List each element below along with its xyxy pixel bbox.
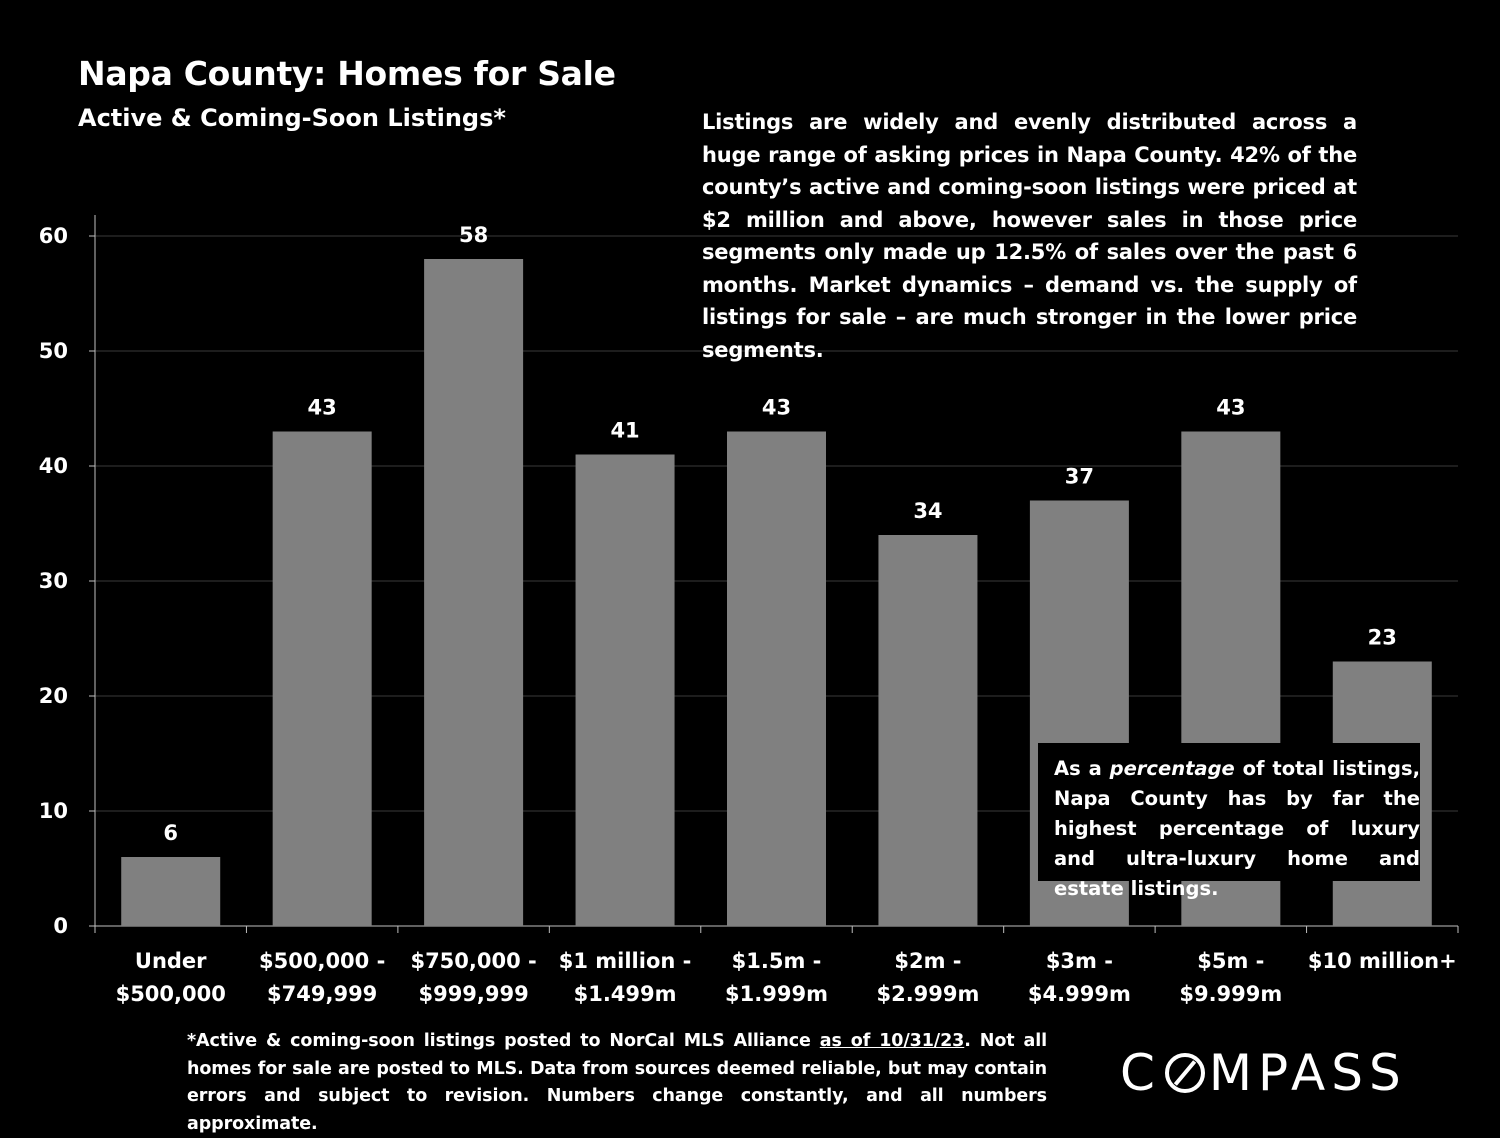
data-label: 6	[163, 821, 178, 845]
bar	[727, 431, 826, 926]
page-subtitle: Active & Coming-Soon Listings*	[78, 104, 506, 132]
y-tick-label: 50	[39, 339, 68, 363]
bar	[121, 857, 221, 926]
bar	[272, 431, 372, 926]
x-tick-label: $2m -	[894, 949, 961, 973]
compass-o-icon	[1164, 1053, 1205, 1093]
bar	[424, 259, 524, 926]
x-tick-label: $2.999m	[876, 982, 979, 1006]
x-tick-label: Under	[135, 949, 207, 973]
data-label: 43	[308, 396, 337, 420]
data-label: 34	[913, 499, 942, 523]
x-tick-label: $1.499m	[574, 982, 677, 1006]
y-tick-label: 0	[53, 914, 68, 938]
footnote-text-pre: *Active & coming-soon listings posted to…	[187, 1031, 820, 1051]
bar	[575, 454, 675, 926]
x-tick-label: $9.999m	[1179, 982, 1282, 1006]
callout-box: As a percentage of total listings, Napa …	[1038, 743, 1420, 900]
market-commentary: Listings are widely and evenly distribut…	[702, 110, 1357, 362]
compass-logo: C MPASS	[1120, 1044, 1407, 1102]
x-tick-label: $5m -	[1197, 949, 1264, 973]
x-tick-label: $500,000 -	[259, 949, 385, 973]
data-label: 41	[610, 419, 639, 443]
callout-text-pre: As a	[1054, 757, 1110, 780]
y-tick-label: 60	[39, 224, 68, 248]
data-label: 43	[762, 396, 791, 420]
footnote: *Active & coming-soon listings posted to…	[187, 1028, 1047, 1138]
x-tick-label: $1 million -	[559, 949, 692, 973]
data-label: 23	[1368, 626, 1397, 650]
x-tick-label: $749,999	[267, 982, 377, 1006]
data-label: 37	[1065, 465, 1094, 489]
y-tick-label: 40	[39, 454, 68, 478]
x-tick-label: $1.999m	[725, 982, 828, 1006]
y-tick-label: 30	[39, 569, 68, 593]
x-tick-label: $750,000 -	[410, 949, 536, 973]
x-tick-label: $3m -	[1046, 949, 1113, 973]
x-tick-label: $4.999m	[1028, 982, 1131, 1006]
x-tick-label: $500,000	[116, 982, 226, 1006]
y-tick-label: 10	[39, 799, 68, 823]
x-tick-label: $999,999	[418, 982, 528, 1006]
logo-text-pre: C	[1120, 1044, 1161, 1102]
page-title: Napa County: Homes for Sale	[78, 54, 616, 93]
data-label: 43	[1216, 396, 1245, 420]
logo-text-post: MPASS	[1208, 1044, 1407, 1102]
x-tick-label: $10 million+	[1308, 949, 1457, 973]
bar	[878, 535, 978, 926]
callout-emphasis: percentage	[1109, 757, 1235, 780]
data-label: 58	[459, 223, 488, 247]
callout-text-post: of total listings, Napa County has by fa…	[1054, 757, 1421, 900]
y-tick-label: 20	[39, 684, 68, 708]
x-tick-label: $1.5m -	[732, 949, 822, 973]
footnote-date: as of 10/31/23	[819, 1031, 965, 1051]
